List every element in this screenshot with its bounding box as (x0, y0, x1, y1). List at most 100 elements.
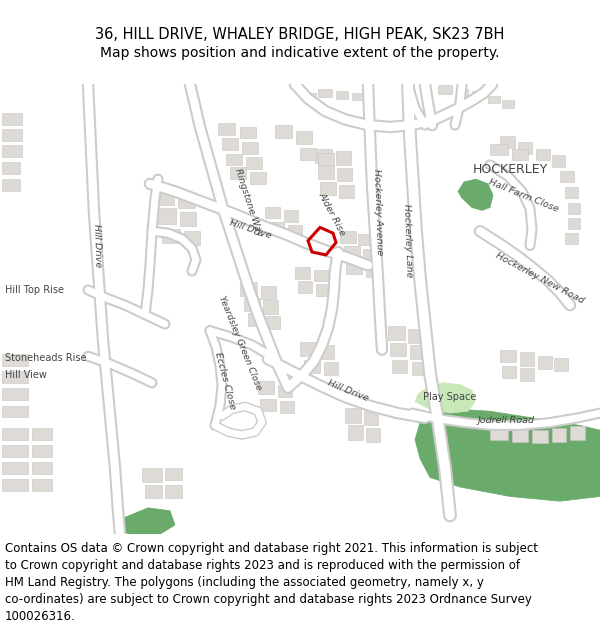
Polygon shape (568, 218, 580, 229)
Polygon shape (552, 428, 566, 441)
Polygon shape (261, 286, 276, 299)
Polygon shape (318, 152, 334, 165)
Polygon shape (158, 209, 176, 224)
Polygon shape (490, 426, 508, 439)
Polygon shape (226, 154, 242, 165)
Text: Jodrell Road: Jodrell Road (478, 416, 535, 425)
Polygon shape (300, 148, 316, 160)
Polygon shape (2, 446, 28, 457)
Polygon shape (2, 428, 28, 439)
Polygon shape (536, 149, 550, 160)
Polygon shape (336, 151, 351, 165)
Polygon shape (412, 362, 426, 375)
Polygon shape (388, 326, 405, 340)
Polygon shape (318, 89, 332, 97)
Polygon shape (2, 462, 28, 474)
Polygon shape (2, 162, 20, 174)
Polygon shape (490, 144, 508, 156)
Polygon shape (364, 411, 378, 426)
Polygon shape (165, 468, 182, 481)
Polygon shape (246, 158, 262, 169)
Polygon shape (488, 96, 500, 103)
Polygon shape (502, 101, 514, 108)
Polygon shape (118, 508, 175, 534)
Polygon shape (218, 123, 235, 134)
Polygon shape (280, 401, 294, 413)
Polygon shape (180, 213, 196, 226)
Text: Hockerley New Road: Hockerley New Road (494, 251, 586, 306)
Polygon shape (560, 171, 574, 182)
Polygon shape (500, 349, 516, 362)
Polygon shape (337, 168, 352, 181)
Polygon shape (308, 93, 316, 101)
Polygon shape (458, 179, 493, 211)
Polygon shape (2, 129, 22, 141)
Polygon shape (178, 193, 195, 209)
Polygon shape (2, 406, 28, 417)
Text: Hockerley Avenue: Hockerley Avenue (372, 169, 384, 256)
Polygon shape (339, 185, 354, 198)
Polygon shape (288, 224, 302, 236)
Polygon shape (284, 211, 298, 222)
Polygon shape (296, 131, 312, 144)
Polygon shape (570, 426, 585, 439)
Polygon shape (230, 167, 246, 179)
Text: Hill Drive: Hill Drive (228, 218, 272, 240)
Polygon shape (270, 222, 284, 233)
Polygon shape (538, 356, 552, 369)
Polygon shape (352, 93, 364, 101)
Polygon shape (2, 145, 22, 158)
Text: 36, HILL DRIVE, WHALEY BRIDGE, HIGH PEAK, SK23 7BH: 36, HILL DRIVE, WHALEY BRIDGE, HIGH PEAK… (95, 27, 505, 42)
Polygon shape (298, 281, 312, 292)
Polygon shape (295, 268, 310, 279)
Polygon shape (565, 187, 578, 198)
Polygon shape (500, 136, 515, 148)
Text: Hill Drive: Hill Drive (92, 224, 102, 268)
Polygon shape (568, 202, 580, 214)
Polygon shape (532, 430, 548, 443)
Text: Play Space: Play Space (424, 392, 476, 402)
Polygon shape (316, 284, 330, 296)
Polygon shape (32, 428, 52, 439)
Polygon shape (320, 182, 336, 195)
Polygon shape (165, 485, 182, 498)
Polygon shape (512, 149, 528, 160)
Polygon shape (2, 479, 28, 491)
Polygon shape (472, 91, 484, 99)
Polygon shape (366, 266, 380, 277)
Text: Hill View: Hill View (5, 370, 47, 380)
Polygon shape (390, 343, 406, 356)
Text: Ringstone Way: Ringstone Way (233, 168, 263, 238)
Polygon shape (410, 345, 424, 359)
Polygon shape (345, 408, 361, 422)
Polygon shape (263, 301, 278, 314)
Polygon shape (222, 138, 238, 150)
Polygon shape (260, 399, 276, 411)
Text: Hill Top Rise: Hill Top Rise (5, 285, 64, 295)
Polygon shape (340, 231, 356, 242)
Polygon shape (415, 409, 600, 501)
Polygon shape (518, 142, 532, 154)
Polygon shape (554, 358, 568, 371)
Polygon shape (318, 165, 334, 179)
Text: Eccles Close: Eccles Close (213, 351, 237, 411)
Polygon shape (2, 112, 22, 125)
Polygon shape (32, 479, 52, 491)
Text: Hockerley Lane: Hockerley Lane (402, 204, 414, 278)
Polygon shape (392, 360, 407, 373)
Polygon shape (2, 179, 20, 191)
Polygon shape (278, 385, 292, 397)
Polygon shape (145, 485, 162, 498)
Polygon shape (363, 249, 377, 261)
Polygon shape (336, 91, 348, 99)
Polygon shape (275, 125, 292, 138)
Polygon shape (304, 360, 320, 373)
Polygon shape (240, 282, 257, 296)
Text: Hill Drive: Hill Drive (326, 378, 370, 402)
Text: Hall Farm Close: Hall Farm Close (488, 177, 560, 213)
Polygon shape (248, 312, 263, 326)
Polygon shape (300, 342, 316, 356)
Polygon shape (32, 462, 52, 474)
Polygon shape (348, 426, 363, 439)
Text: Stoneheads Rise: Stoneheads Rise (5, 353, 86, 363)
